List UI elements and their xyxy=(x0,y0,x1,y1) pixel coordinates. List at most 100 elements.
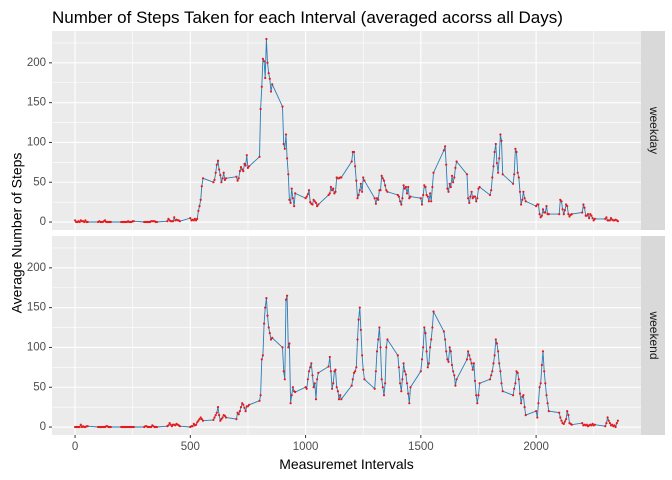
data-point xyxy=(198,205,201,208)
data-point xyxy=(237,177,240,180)
y-axis-ticks: 0 50 100 150 200 0 50 100 150 200 xyxy=(27,57,52,433)
y-axis-label: Average Number of Steps xyxy=(9,153,25,314)
data-point xyxy=(493,150,496,154)
data-point xyxy=(589,213,592,216)
data-point xyxy=(494,338,497,341)
data-point xyxy=(490,189,493,192)
data-point xyxy=(562,213,565,216)
data-point xyxy=(423,184,426,187)
data-point xyxy=(269,90,273,93)
data-point xyxy=(78,220,81,224)
panel-weekend: weekend xyxy=(52,236,665,435)
data-point xyxy=(442,330,445,333)
data-point xyxy=(616,419,620,422)
data-point xyxy=(541,208,545,211)
data-point xyxy=(267,72,270,75)
data-point xyxy=(467,350,470,353)
data-point xyxy=(590,214,593,217)
data-point xyxy=(581,211,584,214)
data-point xyxy=(558,213,561,216)
data-point xyxy=(517,176,520,179)
data-point xyxy=(235,175,238,178)
data-point xyxy=(260,358,263,361)
data-point xyxy=(284,298,288,301)
data-point xyxy=(379,346,382,349)
data-point xyxy=(382,179,386,182)
data-point xyxy=(429,346,432,349)
data-point xyxy=(307,189,311,192)
data-point xyxy=(432,310,435,313)
data-point xyxy=(289,201,292,204)
data-point xyxy=(218,168,221,171)
data-point xyxy=(430,200,433,203)
data-point xyxy=(429,192,432,195)
data-point xyxy=(375,350,379,353)
data-point xyxy=(547,213,550,216)
data-point xyxy=(215,411,218,414)
y-tick-label: 150 xyxy=(27,97,46,109)
data-point xyxy=(562,422,565,425)
data-point xyxy=(586,213,590,216)
data-point xyxy=(521,198,524,201)
data-point xyxy=(198,418,201,421)
data-point xyxy=(426,195,429,198)
data-point xyxy=(404,185,407,189)
data-point xyxy=(409,386,412,389)
data-point xyxy=(538,213,541,216)
data-point xyxy=(243,406,246,409)
data-point xyxy=(352,371,356,374)
data-point xyxy=(195,423,198,426)
data-point xyxy=(356,197,359,200)
data-point xyxy=(385,346,388,349)
x-tick-label: 0 xyxy=(72,441,78,453)
gridlines xyxy=(52,31,641,230)
data-point xyxy=(583,206,586,209)
data-point xyxy=(329,185,332,189)
data-point xyxy=(374,202,377,205)
data-point xyxy=(500,139,503,142)
data-point xyxy=(500,382,503,385)
data-point xyxy=(540,214,544,217)
data-point xyxy=(536,416,539,419)
data-point xyxy=(265,297,268,300)
facet-strip xyxy=(641,31,665,230)
series-line xyxy=(75,295,619,429)
y-tick-label: 50 xyxy=(33,176,46,188)
data-point xyxy=(516,171,519,174)
data-point xyxy=(606,416,609,419)
data-point xyxy=(314,201,318,204)
data-point xyxy=(258,399,261,402)
data-point xyxy=(335,386,338,389)
data-point xyxy=(513,387,516,390)
data-point xyxy=(200,185,203,188)
data-point xyxy=(377,198,380,201)
data-point xyxy=(363,378,366,381)
data-point xyxy=(616,220,620,223)
data-point xyxy=(559,198,562,201)
data-point xyxy=(340,398,343,401)
data-point xyxy=(238,170,241,173)
data-point xyxy=(430,338,433,341)
data-point xyxy=(311,203,314,206)
data-point xyxy=(570,213,573,216)
data-point xyxy=(291,197,294,200)
data-point xyxy=(473,195,477,198)
data-point xyxy=(490,374,493,377)
data-point xyxy=(266,314,269,317)
x-tick-label: 1000 xyxy=(293,441,319,453)
data-point xyxy=(281,105,284,108)
data-point xyxy=(268,332,271,335)
data-point xyxy=(197,209,200,212)
data-point xyxy=(291,386,294,389)
data-point xyxy=(334,368,337,371)
data-point xyxy=(334,190,337,193)
data-point xyxy=(242,170,245,173)
data-point xyxy=(543,370,546,373)
data-point xyxy=(294,192,297,195)
data-point xyxy=(331,189,334,192)
data-point xyxy=(497,350,500,353)
data-point xyxy=(178,220,181,223)
data-point xyxy=(538,386,541,389)
data-point xyxy=(86,425,89,428)
data-point xyxy=(431,326,434,329)
